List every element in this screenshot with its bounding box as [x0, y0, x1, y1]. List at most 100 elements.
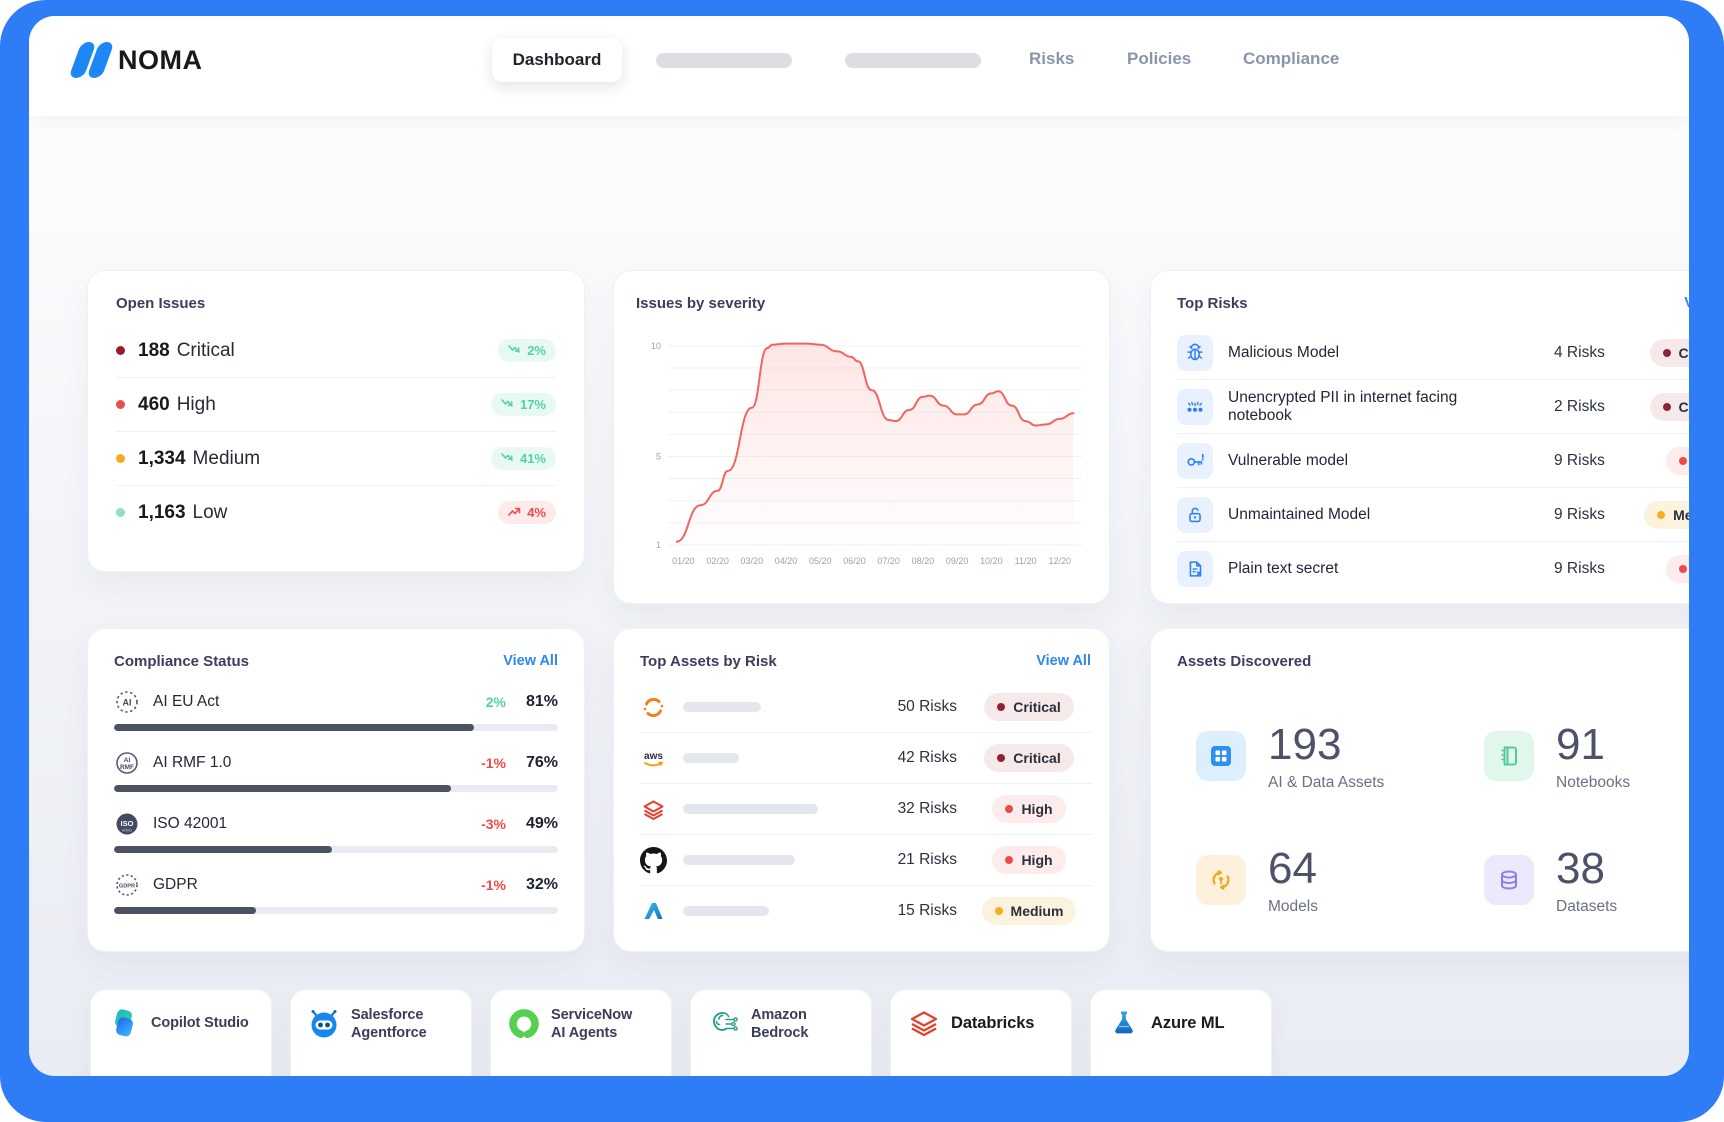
nav-link-policies[interactable]: Policies [1127, 49, 1192, 68]
change-value: -3% [481, 816, 506, 832]
severity-badge: High [1665, 554, 1689, 583]
asset-row[interactable]: 50 Risks Critical [640, 682, 1093, 733]
agentforce-logo-icon [307, 1007, 341, 1041]
issue-label: Critical [176, 339, 235, 361]
stat-notebooks: 91 Notebooks [1484, 720, 1630, 792]
asset-row[interactable]: 15 Risks Medium [640, 886, 1093, 936]
stat-datasets: 38 Datasets [1484, 844, 1617, 916]
view-all-link[interactable]: View All [503, 653, 558, 669]
issue-label: Medium [192, 447, 261, 469]
risk-count: 2 Risks [1554, 397, 1605, 415]
integration-name: Salesforce Agentforce [351, 1007, 427, 1042]
aws-logo-icon: aws [640, 745, 667, 772]
compliance-row[interactable]: GDPR GDPR -1% 32% [114, 872, 558, 914]
asset-row[interactable]: 21 Risks High [640, 835, 1093, 886]
compliance-percent: 32% [525, 876, 558, 893]
stat-models: 64 Models [1196, 844, 1318, 916]
severity-area-chart: 1 5 10 01/20 02/20 03/20 04/20 05/20 06/20 07/20 0… [651, 341, 1082, 566]
compliance-percent: 49% [525, 815, 558, 832]
severity-badge: High [1665, 446, 1689, 475]
integration-copilot-studio[interactable]: Copilot Studio Active [90, 984, 272, 1076]
risk-row[interactable]: Unencrypted PII in internet facing noteb… [1177, 380, 1689, 434]
redacted-asset-name [683, 855, 795, 865]
open-issue-row-medium[interactable]: 1,334 Medium 41% [116, 432, 556, 486]
view-all-link[interactable]: View All [1684, 295, 1689, 311]
severity-label: High [1021, 852, 1053, 868]
compliance-row[interactable]: AI RMF AI RMF 1.0 -1% 76% [114, 750, 558, 792]
risk-row[interactable]: Plain text secret 9 Risks High [1177, 542, 1689, 595]
integration-name: Copilot Studio [151, 1014, 249, 1031]
stat-value: 64 [1268, 844, 1317, 893]
copilot-studio-logo-icon [107, 1006, 141, 1040]
stat-ai-data-assets: 193 AI & Data Assets [1196, 720, 1384, 792]
svg-text:5: 5 [656, 451, 661, 461]
integration-servicenow-ai-agents[interactable]: ServiceNow AI Agents Active [490, 984, 672, 1076]
integration-salesforce-agentforce[interactable]: Salesforce Agentforce Active [290, 984, 472, 1076]
change-badge: 17% [490, 393, 556, 416]
severity-badge: High [992, 795, 1066, 823]
nav-link-risks[interactable]: Risks [1029, 49, 1075, 68]
asset-row[interactable]: aws 42 Risks Critical [640, 733, 1093, 784]
nav-item-redacted-2[interactable] [845, 53, 981, 68]
top-navbar: NOMA Dashboard Risks Policies Compliance [29, 16, 1689, 116]
integration-name: Databricks [951, 1013, 1035, 1032]
asset-risk-count: 21 Risks [897, 851, 957, 868]
severity-dot-icon [1657, 510, 1666, 519]
severity-dot-icon [1678, 564, 1687, 573]
compliance-percent: 76% [525, 754, 558, 771]
open-issue-row-critical[interactable]: 188 Critical 2% [116, 324, 556, 378]
severity-badge: Medium [981, 897, 1077, 925]
severity-label: Critical [1013, 750, 1061, 766]
svg-text:RMF: RMF [120, 764, 134, 771]
svg-text:08/20: 08/20 [912, 556, 935, 566]
issues-by-severity-card: Issues by severity 1 5 10 01/20 02/20 03/20 04… [613, 264, 1110, 604]
svg-text:AI: AI [123, 698, 132, 708]
change-value: -1% [481, 755, 506, 771]
nav-link-compliance[interactable]: Compliance [1243, 49, 1340, 68]
top-assets-card: Top Assets by Risk View All 50 Risks Cri… [613, 622, 1110, 952]
integration-databricks[interactable]: Databricks Active [890, 984, 1072, 1076]
open-issue-row-low[interactable]: 1,163 Low 4% [116, 486, 556, 539]
risk-row[interactable]: Unmaintained Model 9 Risks Medium [1177, 488, 1689, 542]
ai-rmf-icon: AI RMF [114, 750, 140, 776]
bug-icon [1177, 334, 1213, 371]
stat-label: Models [1268, 898, 1318, 916]
risk-count: 9 Risks [1554, 451, 1605, 469]
critical-dot-icon [116, 346, 125, 355]
severity-dot-icon [1662, 348, 1671, 357]
noma-logo-icon [68, 42, 115, 78]
assets-discovered-card: Assets Discovered 193 AI & Data Assets 9… [1150, 622, 1689, 952]
azure-logo-icon [640, 898, 667, 925]
severity-label: Critical [1678, 344, 1689, 361]
pii-dots-icon [1177, 388, 1213, 425]
framework-label: ISO 42001 [153, 815, 228, 832]
severity-badge: Critical [984, 693, 1074, 721]
integration-name: ServiceNow AI Agents [551, 1007, 633, 1042]
risk-row[interactable]: Vulnerable model 9 Risks High [1177, 434, 1689, 488]
github-logo-icon [640, 846, 667, 874]
integration-azure-ml[interactable]: Azure ML Active [1090, 984, 1272, 1076]
redacted-asset-name [683, 906, 769, 916]
svg-text:07/20: 07/20 [877, 556, 900, 566]
change-value: 17% [519, 397, 546, 412]
severity-label: Medium [1673, 506, 1689, 523]
tab-dashboard[interactable]: Dashboard [492, 38, 622, 82]
stat-value: 38 [1556, 844, 1605, 893]
severity-dot-icon [1005, 856, 1014, 864]
open-issue-row-high[interactable]: 460 High 17% [116, 378, 556, 432]
view-all-link[interactable]: View All [1036, 653, 1091, 669]
orange-arcs-logo-icon [640, 694, 667, 721]
risk-label: Unmaintained Model [1228, 505, 1371, 523]
trend-down-icon [508, 343, 522, 358]
compliance-row[interactable]: AI AI EU Act 2% 81% [114, 689, 558, 731]
risk-row[interactable]: Malicious Model 4 Risks Critical [1177, 326, 1689, 380]
nav-item-redacted-1[interactable] [656, 53, 792, 68]
risk-label: Malicious Model [1228, 343, 1340, 361]
asset-row[interactable]: 32 Risks High [640, 784, 1093, 835]
compliance-row[interactable]: ISO 42001 ISO 42001 -3% 49% [114, 811, 558, 853]
svg-text:11/20: 11/20 [1015, 556, 1037, 566]
card-title: Assets Discovered [1177, 653, 1312, 670]
trend-down-icon [501, 451, 515, 466]
integration-amazon-bedrock[interactable]: Amazon Bedrock Disabled [690, 984, 872, 1076]
svg-text:42001: 42001 [122, 829, 132, 833]
